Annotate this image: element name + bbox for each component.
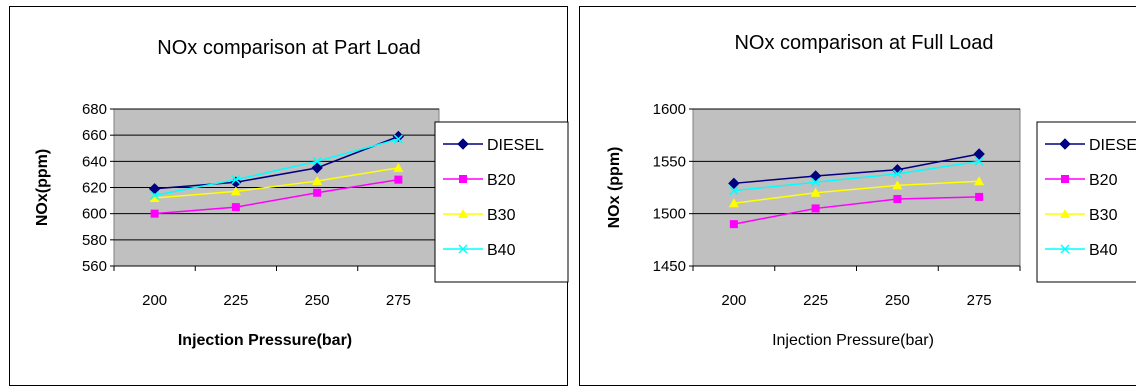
legend: DIESEL B20 B30 B40 xyxy=(1036,121,1136,283)
data-point-b20-1 xyxy=(811,204,820,213)
chart-panel-full-load: NOx comparison at Full Load 1450 1500 1550 1… xyxy=(579,6,1136,386)
data-point-b20-2 xyxy=(893,195,902,204)
legend-label-b40: B40 xyxy=(487,242,516,259)
data-point-diesel-0 xyxy=(728,177,740,190)
legend-label-b40: B40 xyxy=(1089,242,1118,259)
data-point-diesel-1 xyxy=(809,170,822,182)
data-point-b20-2 xyxy=(313,188,322,197)
data-point-legend-b20-0 xyxy=(459,175,467,183)
y-tick-label: 620 xyxy=(82,180,107,197)
legend-label-b20: B20 xyxy=(487,172,516,189)
y-tick-label: 580 xyxy=(82,232,107,249)
chart-title: NOx comparison at Full Load xyxy=(734,32,993,54)
x-tick-label: 250 xyxy=(885,292,910,309)
x-tick-label: 275 xyxy=(967,292,992,309)
legend-label-diesel: DIESEL xyxy=(1089,137,1136,154)
series-b30 xyxy=(728,176,985,208)
data-point-b40-0 xyxy=(729,186,739,196)
data-point-b30-1 xyxy=(230,186,241,196)
data-point-b30-0 xyxy=(149,192,160,202)
data-point-legend-b30-0 xyxy=(458,209,468,218)
legend-box xyxy=(434,121,569,283)
chart-panel-part-load: NOx comparison at Part Load 560 580 600 620 6… xyxy=(9,6,569,386)
x-axis-label: Injection Pressure(bar) xyxy=(772,332,934,349)
y-tick-label: 1550 xyxy=(653,153,686,170)
x-tick-label: 200 xyxy=(721,292,746,309)
series-line-diesel xyxy=(733,153,980,185)
data-point-b30-3 xyxy=(974,176,985,186)
series-b40 xyxy=(150,134,403,200)
data-point-diesel-3 xyxy=(973,148,985,160)
series-line-b20 xyxy=(733,196,980,225)
data-point-b30-1 xyxy=(810,187,821,197)
data-point-legend-b20-0 xyxy=(1061,175,1069,183)
legend: DIESEL B20 B30 B40 xyxy=(434,121,569,283)
data-point-b30-2 xyxy=(892,180,903,190)
legend-label-b30: B30 xyxy=(487,207,516,224)
data-point-b40-0 xyxy=(150,190,160,200)
y-tick-label: 1500 xyxy=(653,206,686,223)
y-tick-label: 680 xyxy=(82,101,107,118)
y-axis-label: NOx(ppm) xyxy=(34,149,51,226)
data-point-b20-3 xyxy=(975,192,984,201)
data-point-legend-b40-0 xyxy=(1060,244,1070,254)
y-tick-label: 640 xyxy=(82,153,107,170)
x-tick-label: 225 xyxy=(223,292,248,309)
data-point-legend-diesel-0 xyxy=(457,138,469,150)
series-line-b40 xyxy=(154,138,399,197)
y-tick-label: 600 xyxy=(82,206,107,223)
data-point-b20-0 xyxy=(729,220,738,229)
series-b20 xyxy=(150,175,403,218)
series-line-b20 xyxy=(154,178,399,215)
data-point-legend-b30-0 xyxy=(1060,209,1070,218)
y-tick-label: 560 xyxy=(82,258,107,275)
data-point-b40-1 xyxy=(811,177,821,187)
legend-box xyxy=(1036,121,1136,283)
data-point-b40-2 xyxy=(312,156,322,166)
chart-title: NOx comparison at Part Load xyxy=(157,37,420,59)
series-b30 xyxy=(149,162,404,202)
data-point-legend-diesel-0 xyxy=(1059,138,1071,150)
data-point-b40-1 xyxy=(231,175,241,185)
data-point-b40-3 xyxy=(393,134,403,144)
x-axis-label: Injection Pressure(bar) xyxy=(178,332,352,349)
y-axis-label: NOx (ppm) xyxy=(606,147,623,229)
legend-label-b30: B30 xyxy=(1089,207,1118,224)
data-point-b40-2 xyxy=(892,169,902,179)
chart-part-load: NOx comparison at Part Load 560 580 600 620 6… xyxy=(34,37,569,349)
data-point-b30-0 xyxy=(728,198,739,208)
x-tick-label: 250 xyxy=(305,292,330,309)
series-b40 xyxy=(729,156,984,196)
legend-label-diesel: DIESEL xyxy=(487,137,544,154)
legend-label-b20: B20 xyxy=(1089,172,1118,189)
series-line-b40 xyxy=(733,160,980,192)
data-point-b20-0 xyxy=(150,209,159,218)
series-line-diesel xyxy=(154,135,399,190)
data-point-b30-2 xyxy=(312,175,323,185)
y-tick-label: 1600 xyxy=(653,101,686,118)
series-diesel xyxy=(728,148,985,190)
series-line-b30 xyxy=(154,167,399,199)
chart-full-load: NOx comparison at Full Load 1450 1500 1550 1… xyxy=(606,32,1136,349)
y-tick-label: 1450 xyxy=(653,258,686,275)
data-point-diesel-2 xyxy=(311,162,323,174)
x-tick-label: 225 xyxy=(803,292,828,309)
plot-area xyxy=(692,108,1021,267)
series-line-b30 xyxy=(733,180,980,204)
data-point-b40-3 xyxy=(974,156,984,166)
x-tick-label: 200 xyxy=(142,292,167,309)
data-point-b20-3 xyxy=(394,175,403,184)
data-point-legend-b40-0 xyxy=(458,244,468,254)
data-point-b20-1 xyxy=(231,203,240,212)
x-tick-label: 275 xyxy=(386,292,411,309)
series-b20 xyxy=(729,192,984,229)
data-point-b30-3 xyxy=(393,162,404,172)
y-tick-label: 660 xyxy=(82,127,107,144)
